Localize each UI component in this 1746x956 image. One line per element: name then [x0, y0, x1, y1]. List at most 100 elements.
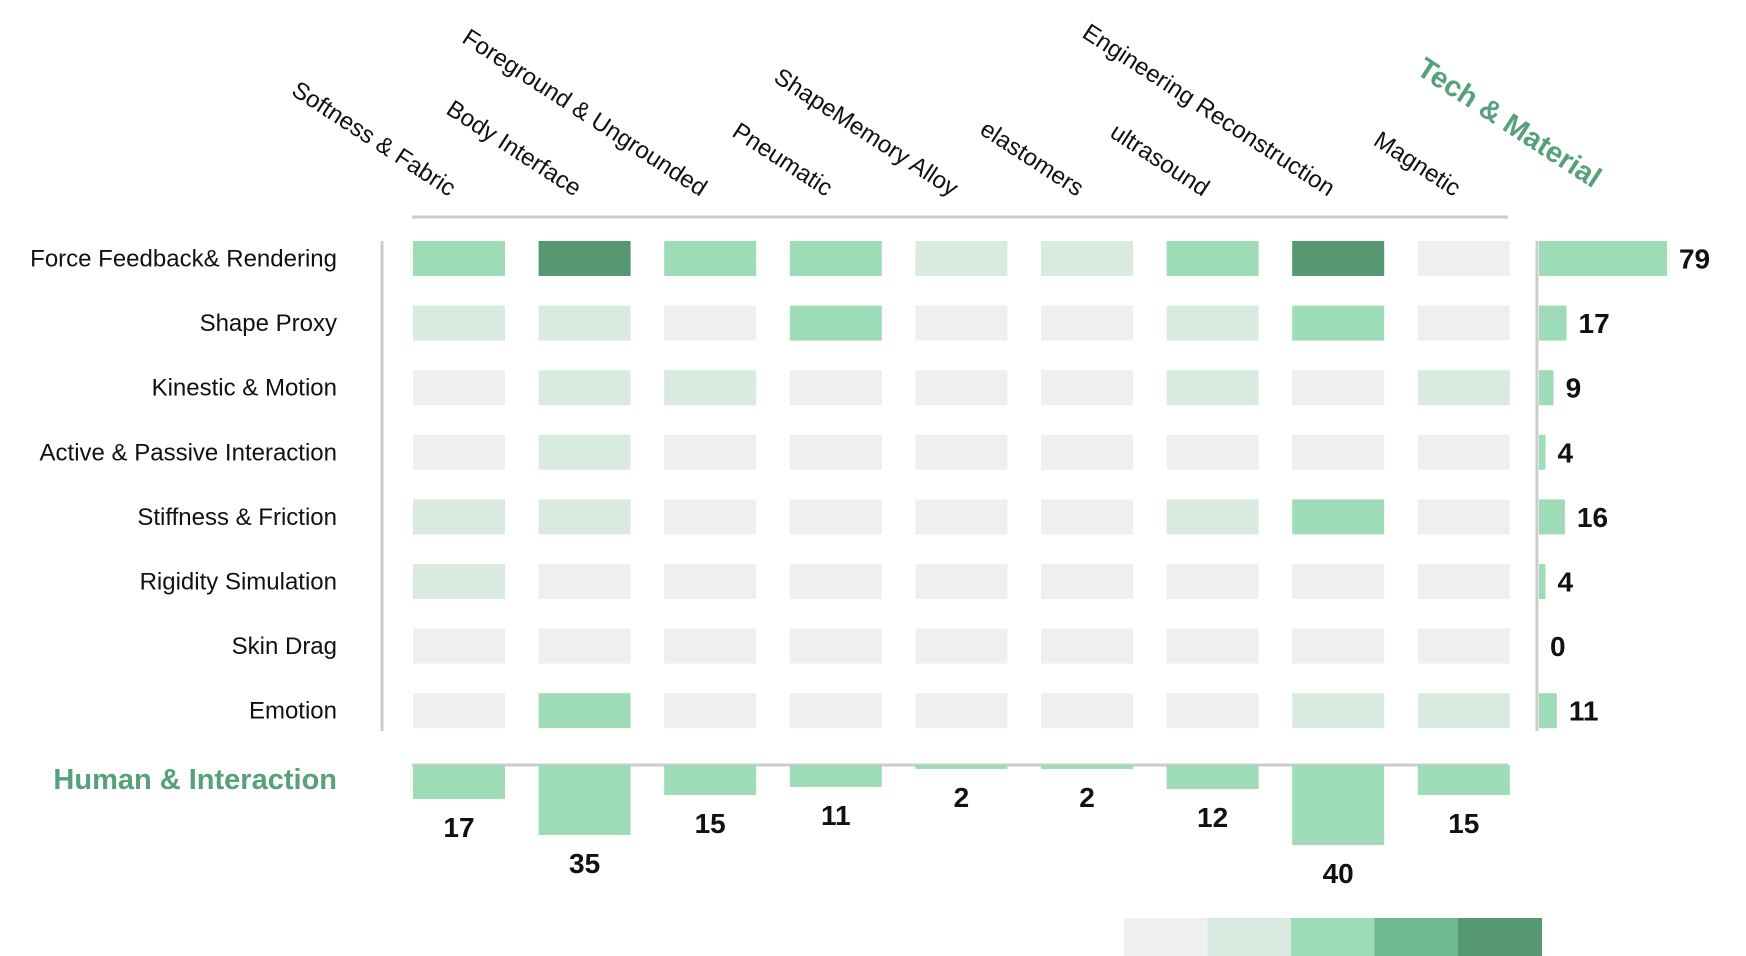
column-total-bar: [1292, 765, 1385, 845]
row-total-bar: [1539, 305, 1567, 341]
color-scale-legend: [1124, 918, 1542, 956]
heatmap-cell: [1041, 693, 1133, 729]
heatmap-cell: [1041, 370, 1133, 406]
column-total-label: 15: [1448, 808, 1479, 839]
heatmap-cell: [413, 564, 505, 599]
row-axis-title: Human & Interaction: [53, 764, 337, 796]
column-total-bar: [413, 765, 505, 799]
heatmap-cell: [1041, 564, 1133, 599]
heatmap-cell: [664, 628, 757, 664]
row-label: Active & Passive Interaction: [40, 439, 337, 466]
column-total-bar: [664, 765, 757, 795]
column-total-bar: [789, 765, 882, 787]
heatmap-cell: [789, 499, 882, 535]
heatmap-cell: [915, 241, 1008, 276]
heatmap-cell: [1166, 499, 1259, 535]
heatmap-cell: [413, 370, 505, 406]
heatmap-cell: [789, 370, 882, 406]
heatmap-cell: [915, 628, 1008, 664]
heatmap-cell: [664, 693, 757, 729]
column-total-label: 11: [821, 800, 851, 831]
heatmap-cell: [1417, 628, 1510, 664]
heatmap-cell: [915, 434, 1008, 470]
heatmap-cell: [915, 499, 1008, 535]
column-label: Magnetic: [1369, 126, 1465, 202]
row-total-bars: 79 17 9 4 16 4 0 11: [1539, 241, 1710, 729]
row-total-bar: [1539, 499, 1565, 535]
heatmap-cell: [413, 693, 505, 729]
heatmap-cell: [789, 564, 882, 599]
heatmap-cell: [1041, 434, 1133, 470]
heatmap-cell: [538, 370, 631, 406]
heatmap-cell: [1292, 370, 1385, 406]
column-label: Foreground & Ungrounded: [457, 24, 711, 202]
heatmap-cell: [664, 434, 757, 470]
heatmap-cell: [1417, 241, 1510, 276]
heatmap-cell: [1166, 305, 1259, 341]
row-total-label: 9: [1566, 373, 1582, 404]
column-label: Softness & Fabric: [287, 76, 461, 202]
column-total-bar: [915, 765, 1008, 769]
row-total-bar: [1539, 241, 1667, 276]
row-label: Shape Proxy: [200, 310, 337, 337]
column-label: ultrasound: [1105, 118, 1214, 202]
heatmap-cell: [789, 628, 882, 664]
heatmap-cell: [1166, 434, 1259, 470]
column-total-bar: [1166, 765, 1259, 789]
heatmap-cell: [1417, 499, 1510, 535]
heatmap-cell: [1292, 305, 1385, 341]
heatmap-cell: [413, 241, 505, 276]
legend-swatch: [1291, 918, 1375, 956]
heatmap-cell: [1166, 693, 1259, 729]
column-total-label: 17: [443, 812, 474, 843]
column-total-label: 2: [954, 782, 970, 813]
heatmap-cell: [664, 564, 757, 599]
legend-swatch: [1374, 918, 1459, 956]
row-total-label: 11: [1569, 696, 1599, 727]
row-total-label: 0: [1550, 631, 1566, 662]
heatmap-cell: [1166, 628, 1259, 664]
row-label: Rigidity Simulation: [140, 569, 337, 596]
row-label: Stiffness & Friction: [137, 504, 337, 531]
heatmap-cell: [1292, 499, 1385, 535]
heatmap-cells: [413, 241, 1510, 729]
column-total-bar: [1041, 765, 1133, 769]
row-total-label: 79: [1679, 244, 1710, 275]
heatmap-cell: [1417, 305, 1510, 341]
row-label: Kinestic & Motion: [152, 375, 337, 402]
heatmap-cell: [664, 241, 757, 276]
heatmap-cell: [538, 564, 631, 599]
heatmap-cell: [789, 434, 882, 470]
heatmap-cell: [789, 241, 882, 276]
column-label: elastomers: [975, 115, 1088, 202]
column-label: Pneumatic: [727, 118, 837, 202]
column-total-label: 12: [1197, 802, 1228, 833]
heatmap-cell: [413, 434, 505, 470]
row-label: Emotion: [249, 698, 337, 725]
row-labels: Force Feedback& Rendering Shape Proxy Kine…: [30, 246, 337, 725]
heatmap-cell: [915, 305, 1008, 341]
heatmap-cell: [538, 693, 631, 729]
legend-swatch: [1207, 918, 1292, 956]
row-label: Skin Drag: [232, 633, 337, 660]
heatmap-cell: [538, 305, 631, 341]
column-total-bars: 17 35 15 11 2 2 12 40 15: [413, 765, 1510, 889]
heatmap-cell: [1292, 564, 1385, 599]
heatmap-cell: [1166, 564, 1259, 599]
heatmap-cell: [664, 499, 757, 535]
heatmap-cell: [1417, 693, 1510, 729]
heatmap-cell: [1041, 305, 1133, 341]
row-label: Force Feedback& Rendering: [30, 246, 337, 273]
heatmap-cell: [413, 628, 505, 664]
heatmap-cell: [538, 499, 631, 535]
axis-lines: [380, 215, 1539, 767]
heatmap-cell: [413, 499, 505, 535]
heatmap-cell: [1417, 370, 1510, 406]
heatmap-cell: [1166, 370, 1259, 406]
row-total-label: 16: [1577, 502, 1608, 533]
legend-swatch: [1124, 918, 1208, 956]
column-label: Engineering Reconstruction: [1078, 19, 1340, 202]
heatmap-cell: [1417, 564, 1510, 599]
